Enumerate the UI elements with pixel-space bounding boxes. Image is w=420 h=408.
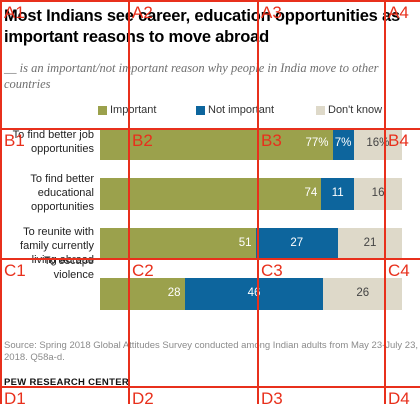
grid-cell-label: A2 bbox=[132, 3, 153, 22]
legend-swatch-dont-know bbox=[316, 105, 325, 115]
bar-value-label: 77% bbox=[305, 137, 329, 149]
grid-line-vertical bbox=[384, 0, 386, 404]
brand-label: PEW RESEARCH CENTER bbox=[4, 377, 129, 388]
bar-value-label: 21 bbox=[363, 237, 377, 249]
bar-value-label: 16 bbox=[371, 187, 385, 199]
bar-dont-know bbox=[323, 278, 402, 310]
bar-important bbox=[100, 178, 322, 210]
bar-not-important bbox=[184, 278, 324, 310]
grid-cell-label: D1 bbox=[4, 389, 26, 408]
grid-line-horizontal bbox=[0, 128, 420, 130]
bar-not-important bbox=[255, 228, 338, 260]
bar-not-important bbox=[332, 128, 354, 160]
legend-label-important: Important bbox=[110, 104, 157, 116]
bar-dont-know bbox=[354, 178, 402, 210]
grid-cell-label: A4 bbox=[388, 3, 409, 22]
bar-important bbox=[100, 228, 256, 260]
grid-line-horizontal bbox=[0, 0, 420, 2]
legend-item-important: Important bbox=[98, 104, 156, 116]
source-note: Source: Spring 2018 Global Attitudes Sur… bbox=[4, 340, 419, 363]
category-label: To reunite with family currently living … bbox=[20, 226, 94, 266]
bar-value-label: 74 bbox=[304, 187, 318, 199]
legend-swatch-important bbox=[98, 105, 107, 115]
bar-important bbox=[100, 278, 185, 310]
grid-cell-label: C3 bbox=[261, 261, 283, 280]
bar-important bbox=[100, 128, 333, 160]
grid-cell-label: C1 bbox=[4, 261, 26, 280]
grid-cell-label: B3 bbox=[261, 131, 282, 150]
bar-value-label: 26 bbox=[356, 287, 370, 299]
bar-value-label: 28 bbox=[167, 287, 181, 299]
grid-cell-label: B1 bbox=[4, 131, 25, 150]
legend-item-dont-know: Don't know bbox=[316, 104, 382, 116]
grid-cell-label: B4 bbox=[388, 131, 409, 150]
grid-line-horizontal bbox=[0, 258, 420, 260]
legend-label-not-important: Not important bbox=[208, 104, 275, 116]
grid-cell-label: B2 bbox=[132, 131, 153, 150]
category-label: To find better job opportunities bbox=[12, 129, 94, 155]
category-label: To find better educational opportunities bbox=[30, 173, 94, 213]
bar-value-label: 51 bbox=[238, 237, 252, 249]
grid-cell-label: D4 bbox=[388, 389, 410, 408]
grid-cell-label: C4 bbox=[388, 261, 410, 280]
grid-line-horizontal bbox=[0, 386, 420, 388]
grid-cell-label: D2 bbox=[132, 389, 154, 408]
grid-line-vertical bbox=[257, 0, 259, 404]
legend-swatch-not-important bbox=[196, 105, 205, 115]
bar-not-important bbox=[321, 178, 355, 210]
bar-dont-know bbox=[353, 128, 402, 160]
grid-cell-label: D3 bbox=[261, 389, 283, 408]
chart-title: Most Indians see career, education oppor… bbox=[4, 7, 400, 46]
bar-value-label: 46 bbox=[247, 287, 261, 299]
grid-line-vertical bbox=[128, 0, 130, 404]
legend-label-dont-know: Don't know bbox=[328, 104, 383, 116]
bar-dont-know bbox=[337, 228, 402, 260]
grid-cell-label: C2 bbox=[132, 261, 154, 280]
bar-value-label: 11 bbox=[331, 187, 344, 199]
grid-line-vertical bbox=[0, 0, 2, 404]
grid-cell-label: A3 bbox=[261, 3, 282, 22]
grid-cell-label: A1 bbox=[4, 3, 25, 22]
bar-value-label: 16% bbox=[366, 137, 390, 149]
legend-item-not-important: Not important bbox=[196, 104, 274, 116]
bar-value-label: 27 bbox=[290, 237, 304, 249]
bar-value-label: 7% bbox=[334, 137, 352, 149]
chart-subtitle: __ is an important/not important reason … bbox=[4, 61, 379, 91]
